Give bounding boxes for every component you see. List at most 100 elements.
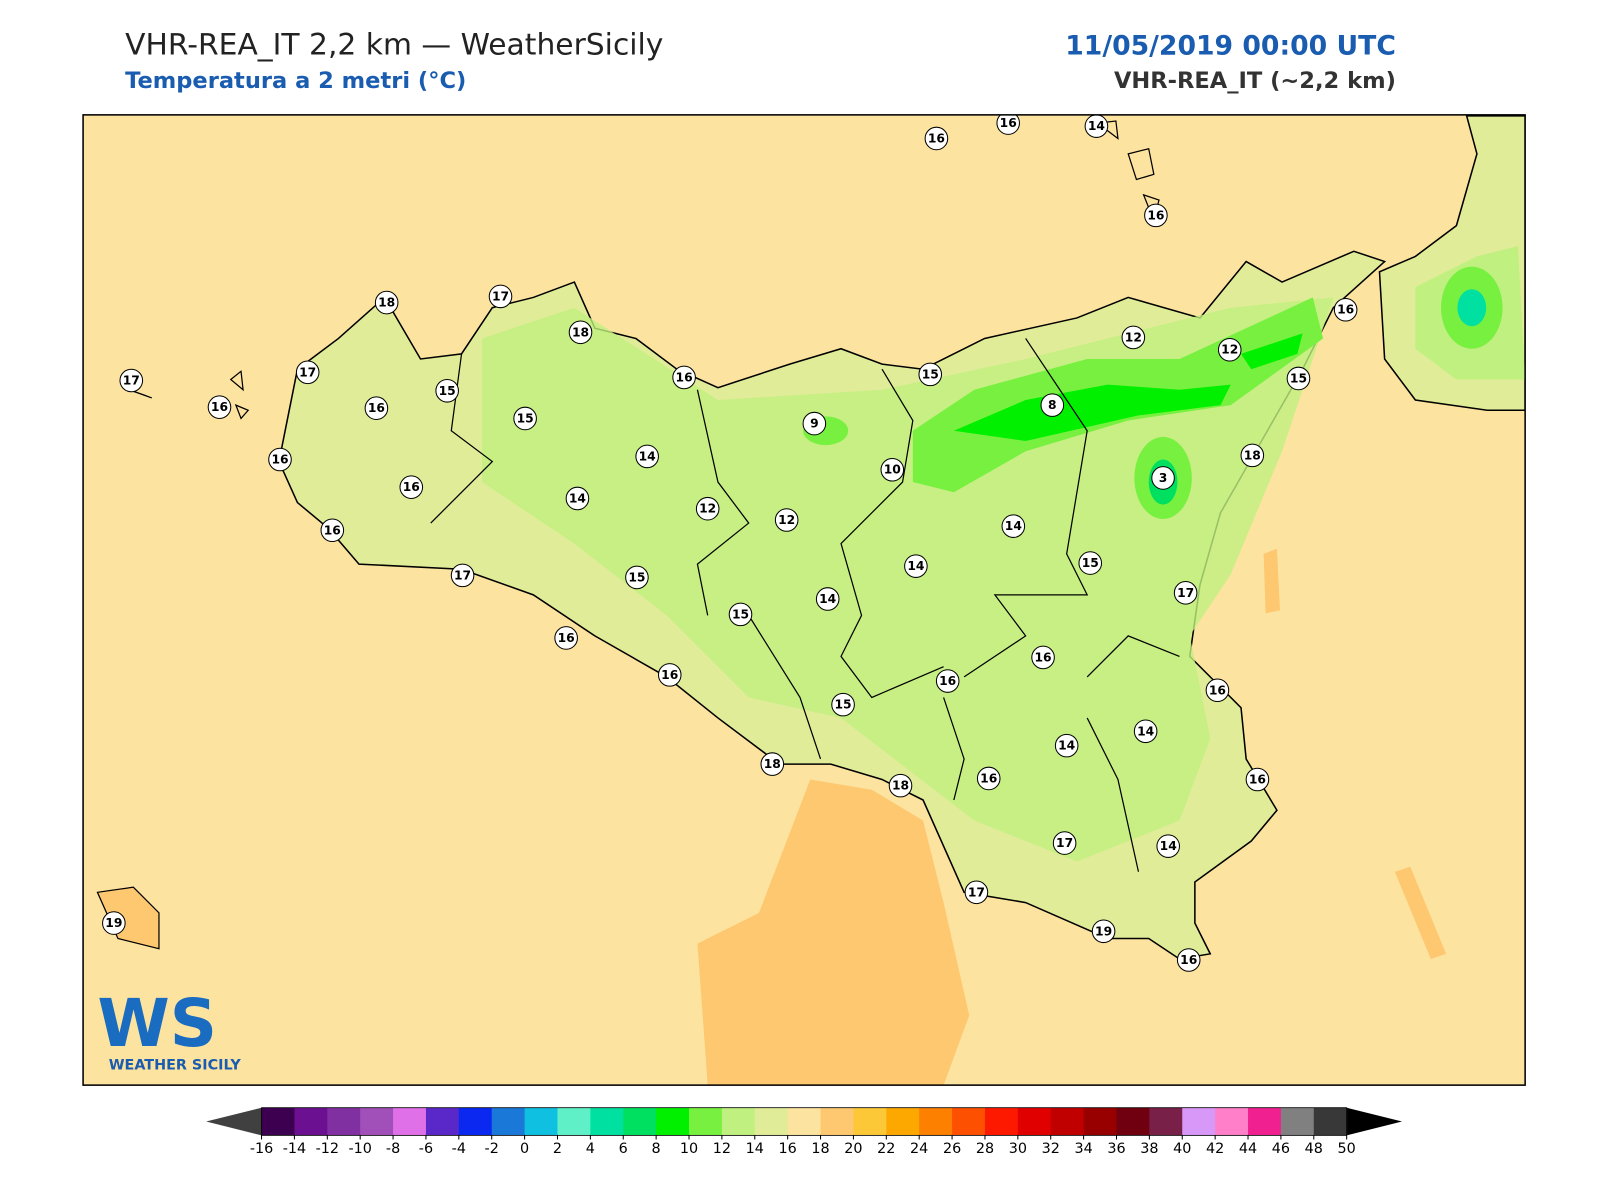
station-marker: [1245, 767, 1270, 792]
station-marker: [1040, 393, 1065, 417]
station: 16: [657, 663, 682, 687]
station: 12: [1217, 337, 1242, 362]
station: 17: [450, 563, 475, 588]
station-marker: [399, 475, 424, 499]
colorbar-tick-label: -14: [283, 1141, 306, 1157]
station-value: 15: [628, 570, 645, 584]
station-marker: [964, 880, 989, 905]
station-marker: [295, 360, 320, 385]
logo-text: WEATHER SICILY: [109, 1058, 242, 1074]
station: 14: [565, 486, 590, 511]
colorbar-cell: [393, 1107, 427, 1136]
station: 16: [554, 626, 578, 650]
station-marker: [268, 447, 292, 472]
station-marker: [924, 126, 949, 151]
station: 3: [1151, 466, 1175, 490]
station-marker: [1054, 733, 1079, 758]
colorbar-tick-label: -4: [452, 1141, 466, 1157]
station-value: 16: [928, 131, 945, 145]
station-marker: [728, 602, 753, 627]
station-value: 10: [884, 463, 901, 477]
station-marker: [1001, 514, 1026, 538]
station-value: 3: [1159, 471, 1168, 485]
station: 16: [1176, 948, 1201, 972]
station: 16: [268, 447, 292, 472]
station: 19: [102, 911, 126, 935]
colorbar-tick-label: -2: [485, 1141, 499, 1157]
colorbar-cell: [1017, 1107, 1052, 1136]
station-value: 16: [1209, 683, 1226, 697]
station-marker: [1151, 466, 1175, 490]
station-marker: [1084, 114, 1109, 138]
colorbar-tick-label: 24: [910, 1141, 928, 1157]
station-value: 9: [810, 417, 819, 431]
colorbar-tick-label: -12: [316, 1141, 339, 1157]
station-value: 17: [454, 568, 471, 582]
station: 16: [1245, 767, 1270, 792]
station-value: 16: [1337, 303, 1354, 317]
station-value: 16: [558, 631, 575, 645]
station: 16: [207, 395, 232, 419]
colorbar-cell: [327, 1107, 361, 1136]
colorbar-tick-label: 26: [943, 1141, 961, 1157]
colorbar-cell: [1215, 1107, 1249, 1136]
station-value: 15: [1082, 556, 1099, 570]
station: 12: [774, 508, 799, 532]
station: 16: [399, 475, 424, 499]
station: 17: [119, 368, 144, 393]
station-marker: [815, 587, 840, 611]
station-marker: [1091, 919, 1116, 944]
station-value: 16: [368, 401, 385, 415]
colorbar-cell: [787, 1107, 822, 1136]
colorbar-cell: [919, 1107, 953, 1136]
colorbar-cell: [1313, 1107, 1348, 1136]
station-value: 14: [1005, 519, 1022, 533]
station: 14: [904, 554, 928, 578]
colorbar-cell: [984, 1107, 1019, 1136]
station-marker: [996, 114, 1020, 135]
colorbar-cell: [1149, 1107, 1183, 1136]
station-value: 18: [892, 779, 909, 793]
colorbar-cell: [524, 1107, 558, 1136]
colorbar-cell: [425, 1107, 460, 1136]
station: 15: [918, 362, 943, 387]
station-value: 12: [778, 513, 795, 527]
station: 14: [1054, 733, 1079, 758]
colorbar-cell: [458, 1107, 493, 1136]
colorbar-over: [1346, 1107, 1403, 1136]
station: 16: [320, 518, 345, 543]
colorbar-tick-label: 42: [1206, 1141, 1224, 1157]
station-marker: [888, 773, 913, 798]
colorbar-tick-label: -8: [386, 1141, 400, 1157]
colorbar-tick-label: 18: [811, 1141, 829, 1157]
station-marker: [1205, 678, 1230, 703]
colorbar-cell: [853, 1107, 887, 1136]
station-value: 17: [299, 365, 316, 379]
station-marker: [831, 692, 855, 717]
colorbar-cell: [590, 1107, 624, 1136]
station: 16: [996, 114, 1020, 135]
station-value: 16: [271, 452, 288, 466]
colorbar-cell: [656, 1107, 690, 1136]
station: 14: [815, 587, 840, 611]
station: 14: [1084, 114, 1109, 138]
colorbar-cell: [1083, 1107, 1118, 1136]
warm-area: [1394, 866, 1447, 959]
station-marker: [635, 444, 659, 469]
station: 17: [488, 284, 513, 309]
colorbar-tick-label: 38: [1140, 1141, 1158, 1157]
logo-mark: WS: [97, 986, 217, 1062]
station-value: 15: [922, 367, 939, 381]
station: 16: [672, 365, 696, 390]
station-value: 14: [569, 491, 586, 505]
station-marker: [657, 663, 682, 687]
station-value: 16: [1000, 116, 1017, 130]
station-value: 19: [105, 916, 122, 930]
colorbar-tick-label: 30: [1009, 1141, 1027, 1157]
station: 18: [760, 752, 785, 776]
station-marker: [802, 411, 827, 436]
province-borders: [430, 338, 1180, 872]
station-marker: [1031, 645, 1055, 670]
station-marker: [435, 378, 459, 403]
